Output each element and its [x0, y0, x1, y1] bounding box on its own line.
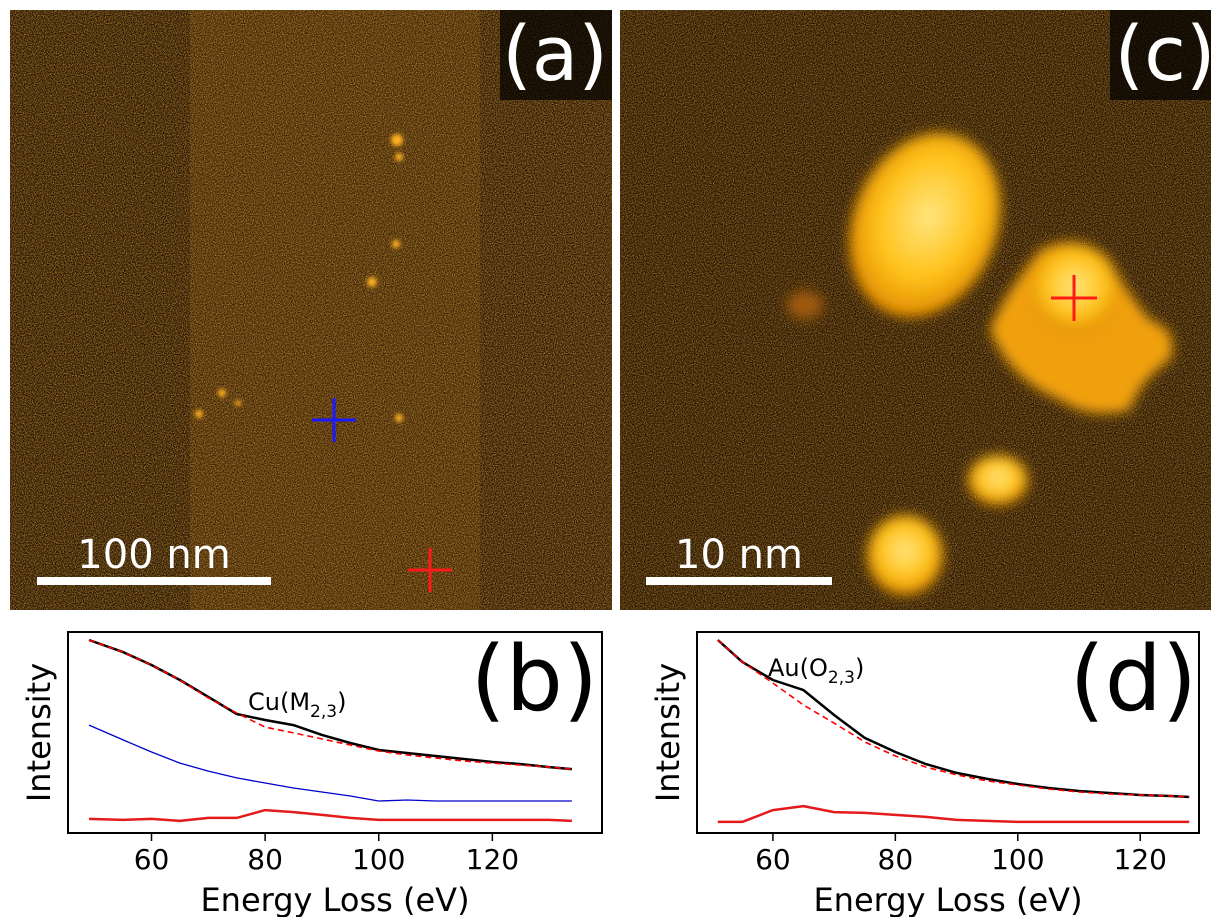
image-c: (c) 10 nm [620, 9, 1211, 610]
annotation-text: ) [855, 654, 864, 682]
image-a: (a) 100 nm [10, 9, 612, 610]
x-tick-label: 100 [352, 843, 405, 876]
x-tick-label: 80 [878, 843, 914, 876]
annotation-sub: 2,3 [310, 702, 337, 722]
panel-label: (d) [1070, 627, 1197, 732]
scale-bar [646, 577, 832, 585]
x-axis-label: Energy Loss (eV) [200, 881, 469, 917]
series-line [718, 806, 1189, 822]
y-axis-label: Intensity [20, 663, 58, 802]
scale-bar-label: 100 nm [77, 532, 230, 578]
annotation-text: ) [337, 688, 346, 716]
annotation-text: Cu(M [248, 688, 310, 716]
x-tick-label: 60 [755, 843, 791, 876]
panel-label: (c) [1114, 9, 1211, 98]
x-tick-label: 100 [991, 843, 1044, 876]
series-line [89, 810, 572, 821]
panel-label: (a) [502, 9, 608, 98]
annotation: Cu(M2,3) [248, 688, 346, 722]
annotation-sub: 2,3 [828, 668, 855, 688]
scale-bar-label: 10 nm [675, 532, 803, 578]
y-axis-label: Intensity [649, 663, 687, 802]
x-tick-label: 80 [247, 843, 283, 876]
figure: (a) 100 nm (c) 10 nm 60 80 100 120 Energy Lo… [0, 0, 1211, 917]
scale-bar [37, 577, 271, 585]
annotation-text: Au(O [768, 654, 828, 682]
x-tick-label: 60 [134, 843, 170, 876]
panel-label: (b) [471, 627, 598, 732]
x-axis-label: Energy Loss (eV) [813, 881, 1082, 917]
x-tick-label: 120 [466, 843, 519, 876]
x-tick-label: 120 [1114, 843, 1167, 876]
